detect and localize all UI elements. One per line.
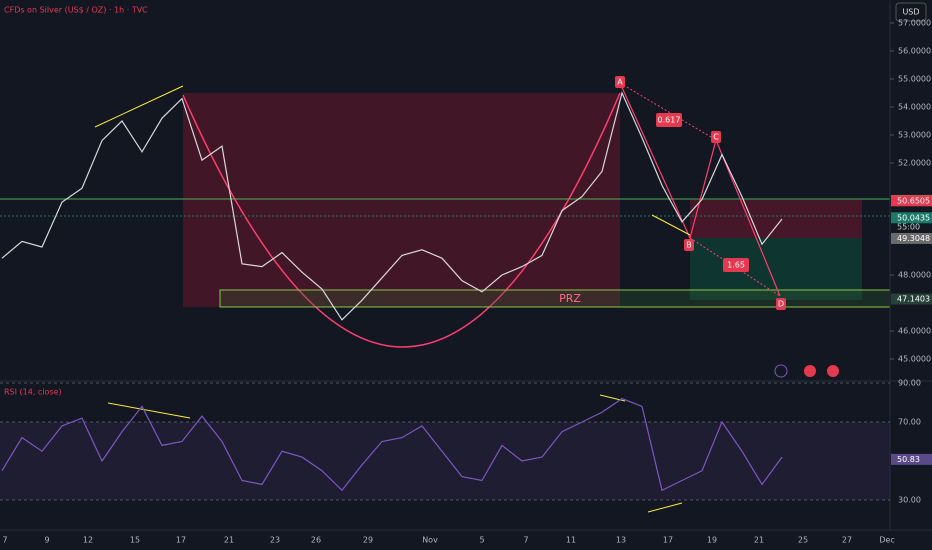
x-tick-label: 17 (663, 536, 673, 545)
price-tag (891, 232, 932, 244)
y-tick-label: 54.0000 (898, 102, 931, 111)
cup-zone (183, 93, 620, 307)
currency-label[interactable]: USD (902, 8, 919, 17)
y-tick-label: 57.0000 (898, 18, 931, 27)
pattern-point (776, 298, 786, 310)
prz-zone (219, 289, 891, 308)
price-tag (891, 212, 932, 224)
y-tick-label: 48.0000 (898, 270, 931, 279)
stop-zone (690, 200, 862, 238)
x-tick-label: 9 (44, 536, 49, 545)
x-tick-label: 29 (363, 536, 373, 545)
x-tick-label: 27 (842, 536, 852, 545)
y-tick-label: 70.00 (898, 417, 921, 426)
x-tick-label: 17 (176, 536, 186, 545)
ratio-label: 1.65 (727, 261, 745, 270)
x-tick-label: 5 (479, 536, 484, 545)
x-tick-label: 13 (616, 536, 626, 545)
x-tick-label: 19 (707, 536, 717, 545)
pattern-point (615, 76, 625, 88)
trend-line (107, 402, 191, 419)
price-tag-label: 47.1403 (897, 295, 930, 304)
x-tick-label: 7 (523, 536, 528, 545)
pattern-point (711, 131, 721, 143)
x-tick-label: 15 (130, 536, 140, 545)
ratio-label: 0.617 (658, 116, 681, 125)
x-tick-label: 12 (83, 536, 93, 545)
trend-line (94, 85, 184, 128)
price-tag-label: 50.6505 (897, 196, 930, 205)
pattern-label: A (617, 78, 623, 87)
trend-line (647, 502, 683, 513)
y-tick-label: 52.0000 (898, 158, 931, 167)
event-icon[interactable] (804, 365, 816, 377)
y-tick-label: 90.00 (898, 378, 921, 387)
currency-button[interactable] (895, 2, 927, 22)
pattern-label: C (713, 133, 719, 142)
rsi-title: RSI (14, close) (4, 388, 62, 397)
x-tick-label: Nov (422, 536, 438, 545)
price-tag-label: 49.3048 (897, 234, 930, 243)
x-tick-label: 25 (798, 536, 808, 545)
y-tick-label: 55.0000 (898, 74, 931, 83)
y-tick-label: 56.0000 (898, 46, 931, 55)
x-tick-label: 26 (311, 536, 321, 545)
harmonic-pattern (619, 82, 781, 297)
ratio-box (656, 113, 682, 127)
y-tick-label: 45.0000 (898, 354, 931, 363)
x-tick-label: 23 (270, 536, 280, 545)
event-icon[interactable] (774, 364, 788, 378)
trend-line (651, 214, 691, 236)
x-tick-label: 21 (224, 536, 234, 545)
x-tick-label: 11 (566, 536, 576, 545)
zone-label: PRZ (559, 292, 581, 305)
countdown: 55:00 (897, 223, 920, 232)
y-tick-label: 46.0000 (898, 326, 931, 335)
chart-title: CFDs on Silver (US$ / OZ) · 1h · TVC (4, 6, 148, 15)
series-line (1, 91, 783, 321)
ratio-box (723, 258, 749, 272)
price-tag (891, 293, 932, 305)
x-tick-label: 21 (754, 536, 764, 545)
series-line (1, 397, 783, 492)
x-tick-label: Dec (879, 536, 894, 545)
rsi-band (0, 422, 890, 500)
pattern-label: B (686, 241, 692, 250)
price-tag (891, 195, 932, 207)
pattern-point (684, 239, 694, 251)
cup-curve (182, 92, 621, 348)
pattern-label: D (778, 300, 784, 309)
price-tag-label: 50.83 (897, 455, 920, 464)
event-icon[interactable] (827, 365, 839, 377)
price-tag (891, 453, 932, 465)
y-tick-label: 53.0000 (898, 130, 931, 139)
price-tag-label: 50.0435 (897, 213, 930, 222)
x-tick-label: 7 (2, 536, 7, 545)
fib-line (619, 82, 717, 141)
y-tick-label: 30.00 (898, 495, 921, 504)
